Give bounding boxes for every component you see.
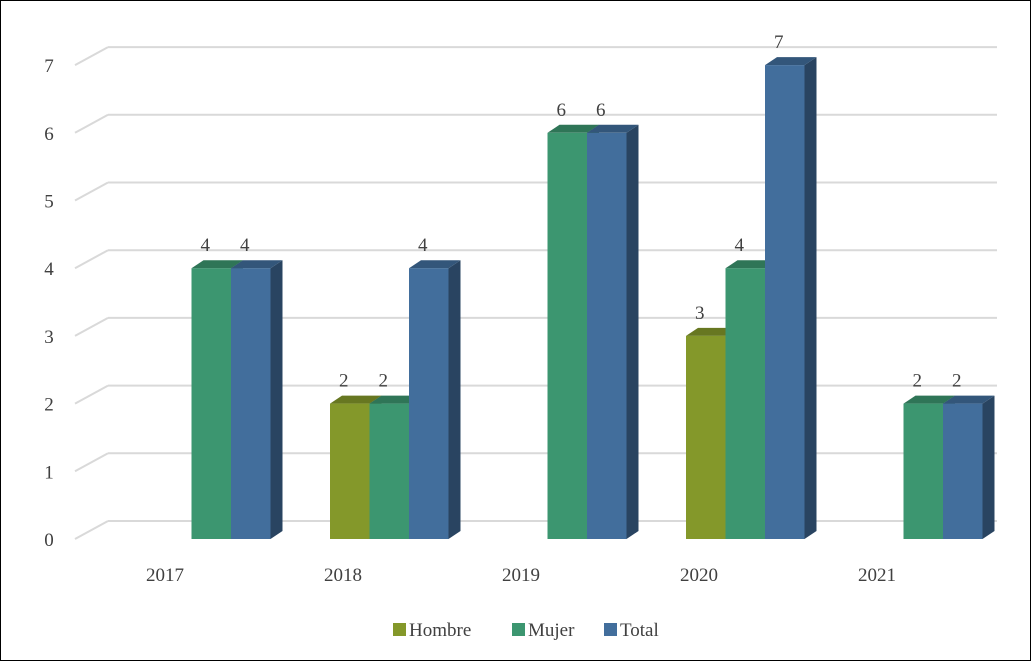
y-tick-label: 2: [44, 395, 54, 416]
data-label-mujer-2018: 2: [379, 371, 389, 392]
data-label-hombre-2018: 2: [339, 371, 349, 392]
gridline-side-3: [74, 317, 109, 337]
legend-item-total: Total: [604, 620, 659, 641]
data-label-total-2017: 4: [240, 235, 250, 256]
gridline-side-2: [74, 384, 109, 405]
legend-swatch: [512, 623, 525, 636]
x-tick-label-2019: 2019: [502, 565, 540, 586]
data-labels: 4 4 2 2 4 6 6 3 4 7 2 2: [201, 32, 962, 392]
legend-swatch: [393, 623, 406, 636]
data-label-total-2020: 7: [774, 32, 784, 53]
gridline-side-6: [74, 113, 109, 134]
data-label-hombre-2020: 3: [695, 303, 705, 324]
legend-label: Mujer: [528, 620, 575, 641]
data-label-total-2021: 2: [952, 371, 962, 392]
y-tick-label: 4: [44, 259, 54, 280]
bars: [191, 57, 995, 540]
x-tick-label-2017: 2017: [146, 565, 184, 586]
x-tick-label-2018: 2018: [324, 565, 362, 586]
bar-total-2018: [409, 260, 461, 539]
gridline-side-4: [74, 249, 109, 270]
legend-swatch: [604, 623, 617, 636]
data-label-mujer-2020: 4: [735, 235, 745, 256]
gridline-side-0: [74, 520, 109, 540]
y-tick-label: 1: [44, 462, 54, 483]
legend: Hombre Mujer Total: [393, 620, 659, 641]
legend-item-hombre: Hombre: [393, 620, 471, 641]
gridline-side-5: [74, 181, 109, 202]
gridline-side-1: [74, 452, 109, 473]
legend-label: Total: [620, 620, 659, 641]
bar-total-2019: [587, 124, 639, 540]
y-tick-label: 5: [44, 192, 54, 213]
bar-total-2021: [943, 395, 995, 539]
y-tick-label: 3: [44, 327, 54, 348]
x-tick-label-2021: 2021: [858, 565, 896, 586]
data-label-mujer-2019: 6: [557, 100, 567, 121]
data-label-mujer-2017: 4: [201, 235, 211, 256]
legend-item-mujer: Mujer: [512, 620, 575, 641]
data-label-mujer-2021: 2: [913, 371, 923, 392]
x-axis-tick-labels: 2017 2018 2019 2020 2021: [146, 565, 896, 586]
legend-label: Hombre: [409, 620, 471, 641]
data-label-total-2019: 6: [596, 100, 606, 121]
y-tick-label: 6: [44, 124, 54, 145]
x-tick-label-2020: 2020: [680, 565, 718, 586]
bar-total-2020: [765, 57, 817, 539]
data-label-total-2018: 4: [418, 235, 428, 256]
y-tick-label: 7: [44, 56, 54, 77]
y-tick-label: 0: [44, 530, 54, 551]
y-axis-tick-labels: 0 1 2 3 4 5 6 7: [44, 56, 54, 551]
gridline-side-7: [74, 46, 109, 66]
bar-total-2017: [231, 260, 283, 539]
